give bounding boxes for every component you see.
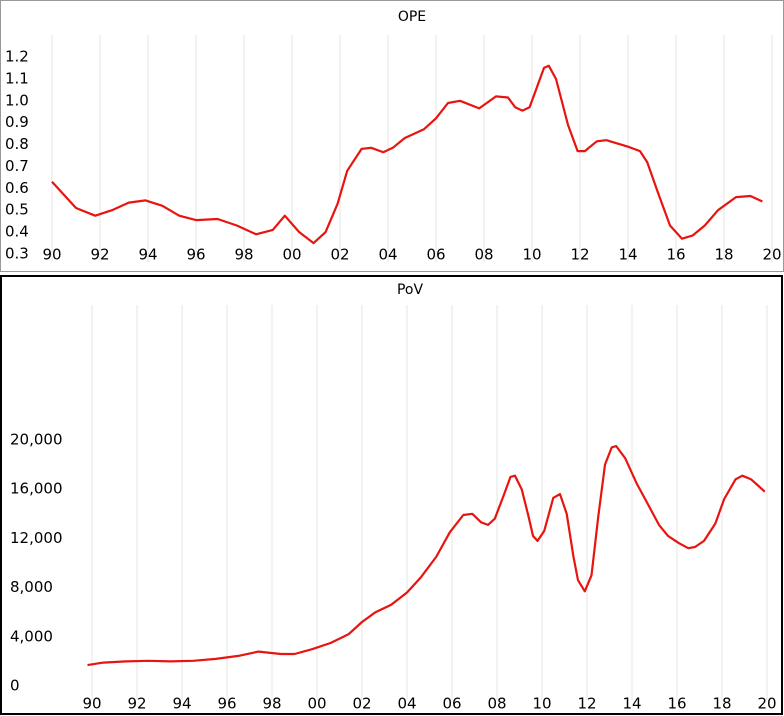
x-tick-label: 20 (757, 695, 776, 713)
y-tick-label: 1.2 (5, 48, 29, 66)
y-tick-label: 0.9 (5, 113, 29, 131)
x-tick-label: 08 (474, 246, 493, 264)
x-tick-label: 04 (378, 246, 397, 264)
x-tick-label: 02 (352, 695, 371, 713)
x-tick-label: 06 (442, 695, 461, 713)
x-tick-label: 18 (712, 695, 731, 713)
x-tick-label: 10 (532, 695, 551, 713)
x-tick-label: 98 (262, 695, 281, 713)
x-tick-label: 20 (762, 246, 781, 264)
x-tick-label: 02 (330, 246, 349, 264)
x-tick-label: 14 (618, 246, 637, 264)
chart-title: OPE (398, 9, 426, 25)
x-tick-label: 16 (666, 246, 685, 264)
y-tick-label: 20,000 (10, 431, 63, 449)
x-tick-label: 08 (487, 695, 506, 713)
y-tick-label: 1.1 (5, 69, 29, 87)
x-tick-label: 92 (90, 246, 109, 264)
y-tick-label: 0.4 (5, 223, 29, 241)
y-tick-label: 16,000 (10, 480, 63, 498)
y-tick-label: 0.8 (5, 135, 29, 153)
bottom-frame (0, 275, 783, 715)
x-tick-label: 96 (186, 246, 205, 264)
x-tick-label: 00 (282, 246, 301, 264)
x-tick-label: 14 (622, 695, 641, 713)
x-tick-label: 92 (127, 695, 146, 713)
x-tick-label: 10 (522, 246, 541, 264)
x-tick-label: 90 (82, 695, 101, 713)
y-tick-label: 0.5 (5, 201, 29, 219)
x-tick-label: 96 (217, 695, 236, 713)
y-tick-label: 1.0 (5, 91, 29, 109)
chart-title: PoV (397, 282, 424, 298)
line-series (51, 64, 763, 245)
x-tick-label: 00 (307, 695, 326, 713)
y-tick-label: 4,000 (10, 627, 53, 645)
line-series (87, 445, 766, 667)
x-tick-label: 94 (138, 246, 157, 264)
x-tick-label: 12 (570, 246, 589, 264)
x-tick-label: 94 (172, 695, 191, 713)
x-tick-label: 98 (234, 246, 253, 264)
top-frame (0, 0, 784, 272)
x-tick-label: 04 (397, 695, 416, 713)
x-tick-label: 18 (714, 246, 733, 264)
y-tick-label: 0 (10, 677, 20, 695)
x-tick-label: 16 (667, 695, 686, 713)
y-tick-label: 0.6 (5, 179, 29, 197)
y-tick-label: 0.7 (5, 157, 29, 175)
y-tick-label: 12,000 (10, 529, 63, 547)
x-tick-label: 12 (577, 695, 596, 713)
x-tick-label: 06 (426, 246, 445, 264)
y-tick-label: 8,000 (10, 578, 53, 596)
x-tick-label: 90 (42, 246, 61, 264)
y-tick-label: 0.3 (5, 245, 29, 263)
